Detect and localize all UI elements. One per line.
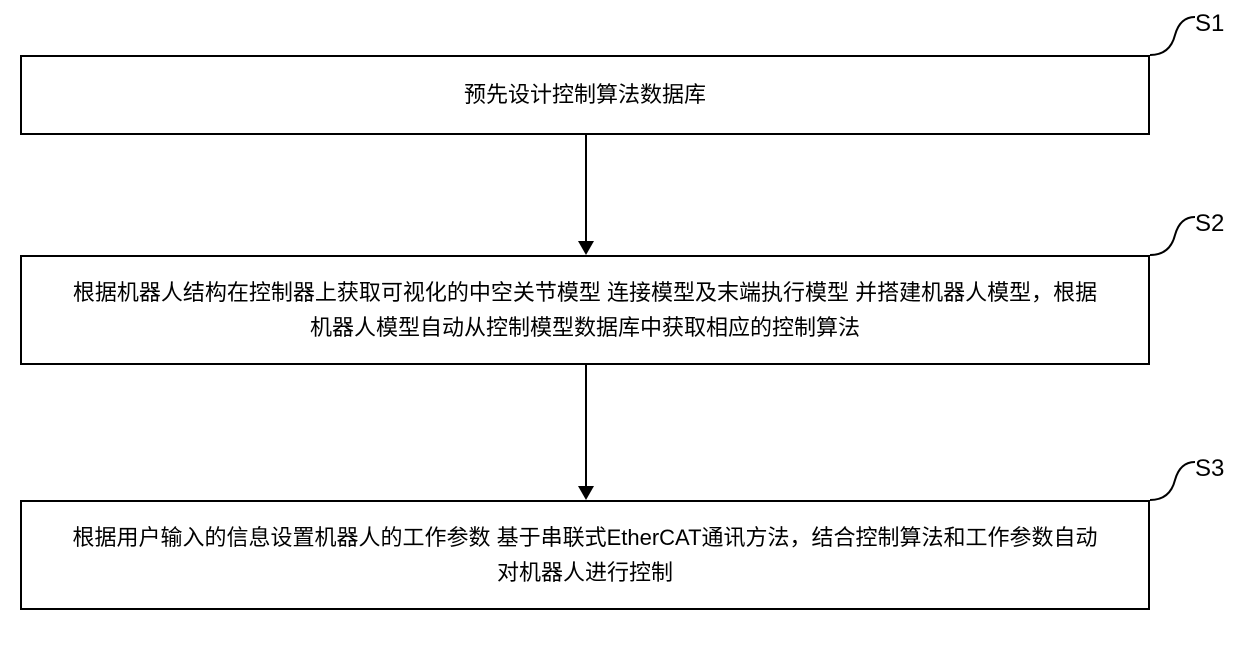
arrow-s1-s2: [585, 135, 587, 241]
flowchart-container: 预先设计控制算法数据库 S1 根据机器人结构在控制器上获取可视化的中空关节模型 …: [0, 0, 1240, 658]
step-label-s3: S3: [1195, 455, 1224, 483]
arrow-s2-s3: [585, 365, 587, 486]
node-text: 根据用户输入的信息设置机器人的工作参数 基于串联式EtherCAT通讯方法，结合…: [62, 520, 1108, 590]
node-text: 预先设计控制算法数据库: [464, 77, 706, 112]
flowchart-node-s1: 预先设计控制算法数据库: [20, 55, 1150, 135]
flowchart-node-s3: 根据用户输入的信息设置机器人的工作参数 基于串联式EtherCAT通讯方法，结合…: [20, 500, 1150, 610]
node-text: 根据机器人结构在控制器上获取可视化的中空关节模型 连接模型及末端执行模型 并搭建…: [62, 275, 1108, 345]
step-label-s2: S2: [1195, 210, 1224, 238]
flowchart-node-s2: 根据机器人结构在控制器上获取可视化的中空关节模型 连接模型及末端执行模型 并搭建…: [20, 255, 1150, 365]
step-label-s1: S1: [1195, 10, 1224, 38]
arrow-head-s2-s3: [578, 486, 594, 500]
arrow-head-s1-s2: [578, 241, 594, 255]
